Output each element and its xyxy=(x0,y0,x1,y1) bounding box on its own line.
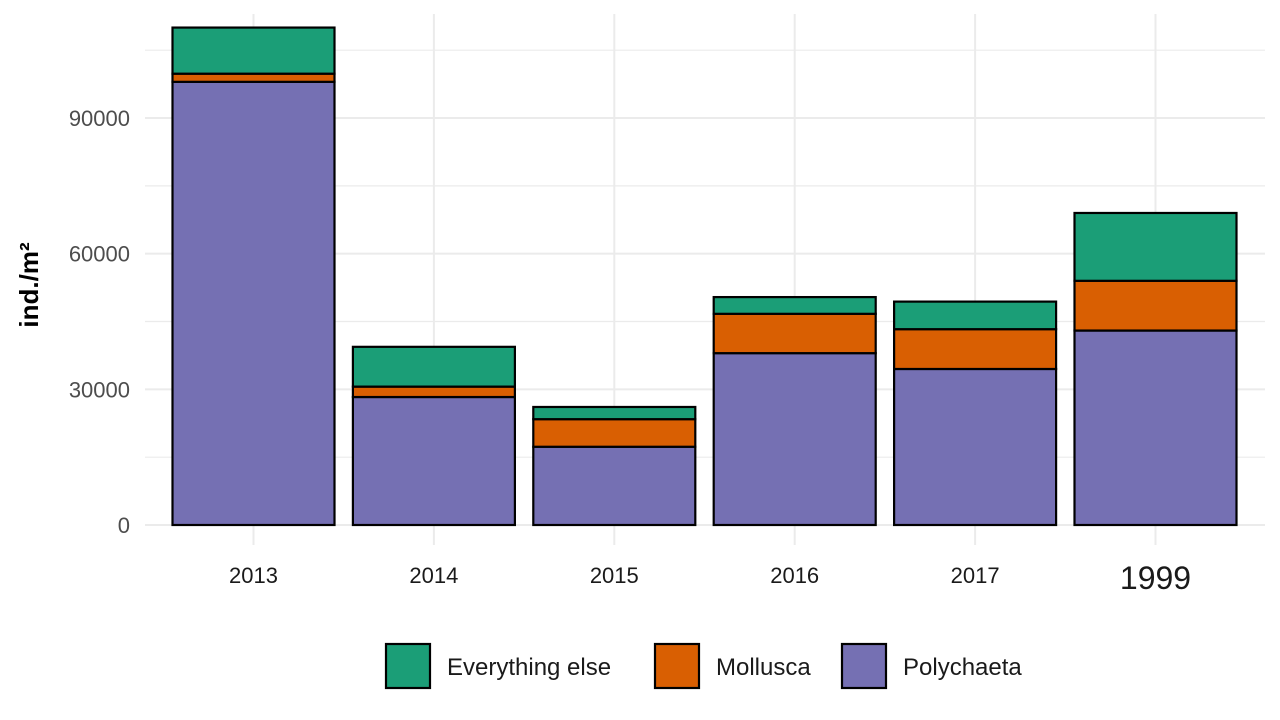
bar-everything-else-2016 xyxy=(712,295,877,315)
y-tick-label: 90000 xyxy=(69,106,130,131)
bars xyxy=(171,26,1238,527)
bar-everything-else-1999 xyxy=(1073,211,1238,282)
bar-everything-else-2017 xyxy=(892,300,1058,331)
x-tick-label: 2017 xyxy=(951,563,1000,588)
bar-mollusca-2014 xyxy=(351,385,516,399)
bar-mollusca-2013 xyxy=(171,72,336,83)
bar-everything-else-2015 xyxy=(532,405,697,421)
y-axis-ticks: 0 30000 60000 90000 xyxy=(69,106,130,538)
bar-polychaeta-1999 xyxy=(1073,329,1238,527)
legend-key-polychaeta xyxy=(840,642,888,690)
legend-label-mollusca: Mollusca xyxy=(716,654,811,681)
bar-mollusca-2017 xyxy=(892,328,1058,371)
x-tick-label: 2015 xyxy=(590,563,639,588)
y-axis-label: ind./m² xyxy=(14,242,44,328)
legend-label-polychaeta: Polychaeta xyxy=(903,654,1022,681)
x-axis-ticks: 2013 2014 2015 2016 2017 1999 xyxy=(229,560,1191,596)
y-tick-label: 0 xyxy=(118,513,130,538)
legend-key-mollusca xyxy=(653,642,701,690)
y-tick-label: 30000 xyxy=(69,377,130,402)
bar-polychaeta-2013 xyxy=(171,80,336,527)
bar-mollusca-2016 xyxy=(712,312,877,355)
bar-polychaeta-2015 xyxy=(532,445,697,527)
legend: Everything else Mollusca Polychaeta xyxy=(384,642,1022,690)
x-tick-label: 1999 xyxy=(1120,560,1191,596)
y-tick-label: 60000 xyxy=(69,242,130,267)
bar-polychaeta-2017 xyxy=(892,367,1058,527)
bar-mollusca-2015 xyxy=(532,418,697,448)
legend-label-everything-else: Everything else xyxy=(447,654,611,681)
bar-everything-else-2013 xyxy=(171,26,336,75)
x-tick-label: 2013 xyxy=(229,563,278,588)
bar-mollusca-1999 xyxy=(1073,279,1238,332)
bar-polychaeta-2016 xyxy=(712,352,877,527)
x-tick-label: 2014 xyxy=(409,563,458,588)
bar-everything-else-2014 xyxy=(351,345,516,388)
x-tick-label: 2016 xyxy=(770,563,819,588)
bar-polychaeta-2014 xyxy=(351,395,516,527)
legend-key-everything-else xyxy=(384,642,432,690)
